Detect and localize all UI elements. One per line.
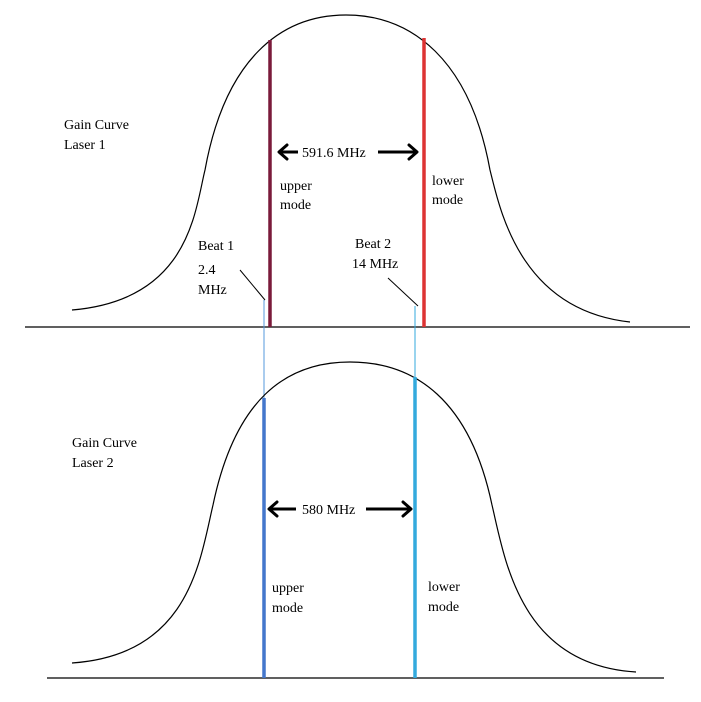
lower-mode-label-laser-2-line-1: lower bbox=[428, 580, 460, 595]
lower-mode-label-laser-2-line-2: mode bbox=[428, 600, 459, 615]
gain-curve-laser-1 bbox=[71, 14, 631, 323]
beat-2-label-line-2: 14 MHz bbox=[352, 257, 398, 272]
gain-curve-laser-2 bbox=[71, 361, 637, 673]
upper-mode-label-laser-1-line-1: upper bbox=[280, 179, 312, 194]
spacing-label-laser-2: 580 MHz bbox=[302, 503, 355, 518]
beat-2-label-line-1: Beat 2 bbox=[355, 237, 391, 252]
beat-1-label-line-2: 2.4 bbox=[198, 263, 216, 278]
beat-1-leader-line bbox=[239, 269, 266, 301]
laser-1-title-line-1: Gain Curve bbox=[64, 118, 129, 133]
laser-2-title-line-2: Laser 2 bbox=[72, 456, 114, 471]
beat-2-leader-line bbox=[387, 277, 419, 307]
spacing-arrow-laser-1 bbox=[277, 143, 419, 161]
laser-1-title-line-2: Laser 1 bbox=[64, 138, 106, 153]
spacing-arrow-laser-2 bbox=[267, 500, 413, 518]
upper-mode-label-laser-2-line-2: mode bbox=[272, 601, 303, 616]
beat-1-label-line-3: MHz bbox=[198, 283, 227, 298]
spacing-label-laser-1: 591.6 MHz bbox=[302, 146, 366, 161]
upper-mode-label-laser-1-line-2: mode bbox=[280, 198, 311, 213]
laser-2-title-line-1: Gain Curve bbox=[72, 436, 137, 451]
upper-mode-label-laser-2-line-1: upper bbox=[272, 581, 304, 596]
lower-mode-label-laser-1-line-2: mode bbox=[432, 193, 463, 208]
beat-1-label-line-1: Beat 1 bbox=[198, 239, 234, 254]
lower-mode-label-laser-1-line-1: lower bbox=[432, 174, 464, 189]
